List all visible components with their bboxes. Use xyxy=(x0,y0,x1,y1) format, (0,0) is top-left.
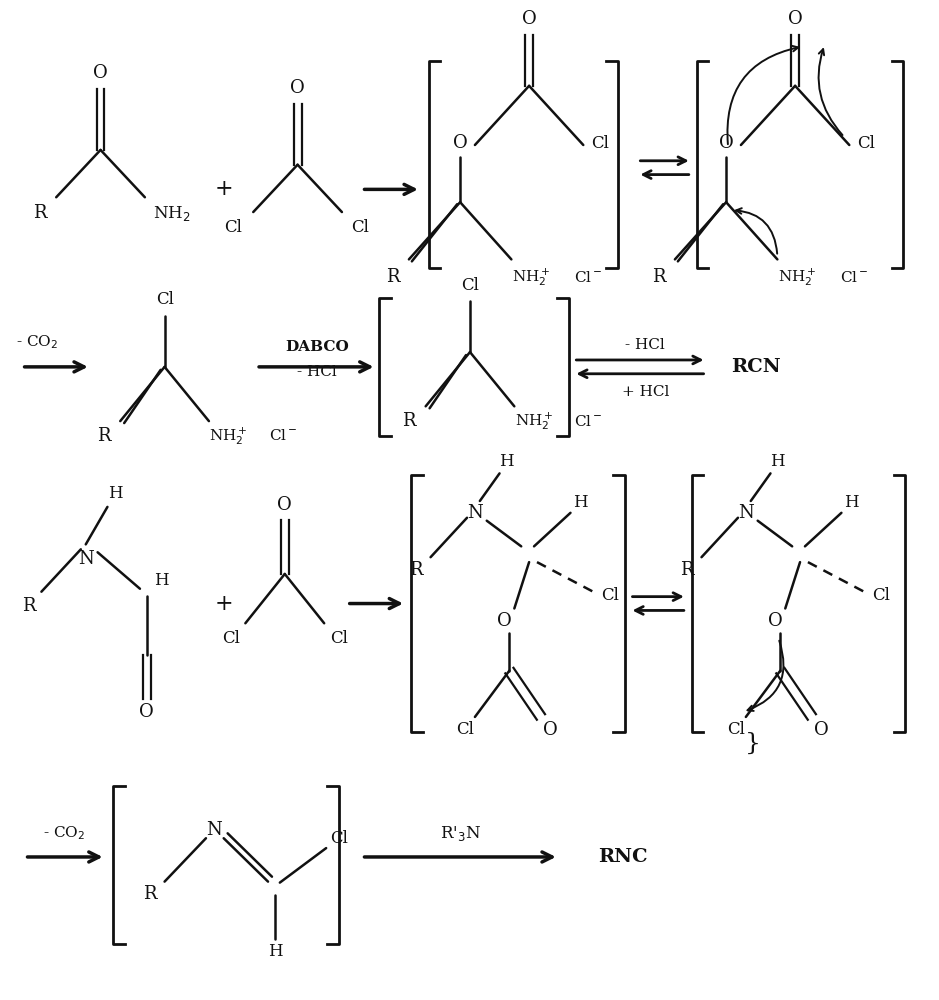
Text: Cl: Cl xyxy=(350,219,369,236)
Text: H: H xyxy=(770,453,785,470)
Text: N: N xyxy=(467,504,483,522)
Text: O: O xyxy=(544,721,558,739)
Text: R: R xyxy=(22,597,36,615)
Text: Cl: Cl xyxy=(222,630,239,647)
Text: Cl: Cl xyxy=(330,830,347,847)
Text: +: + xyxy=(214,178,233,200)
Text: N: N xyxy=(206,821,222,839)
Text: H: H xyxy=(573,494,588,511)
Text: - HCl: - HCl xyxy=(625,338,665,352)
Text: N: N xyxy=(78,550,94,568)
Text: R: R xyxy=(143,885,157,903)
Text: O: O xyxy=(497,612,512,630)
Text: Cl: Cl xyxy=(592,135,609,152)
Text: NH$_2^+$: NH$_2^+$ xyxy=(515,410,553,432)
Text: Cl: Cl xyxy=(857,135,875,152)
Text: DABCO: DABCO xyxy=(285,340,349,354)
Text: R: R xyxy=(33,204,46,222)
Text: Cl$^-$: Cl$^-$ xyxy=(840,270,869,285)
Text: +: + xyxy=(214,593,233,615)
Text: R: R xyxy=(386,268,400,286)
Text: Cl$^-$: Cl$^-$ xyxy=(574,414,603,429)
Text: H: H xyxy=(844,494,858,511)
Text: R: R xyxy=(402,412,416,430)
Text: R: R xyxy=(653,268,666,286)
Text: O: O xyxy=(768,612,783,630)
Text: - CO$_2$: - CO$_2$ xyxy=(16,333,57,351)
Text: + HCl: + HCl xyxy=(622,385,670,399)
Text: R: R xyxy=(97,427,110,445)
Text: H: H xyxy=(108,485,123,502)
Text: O: O xyxy=(718,134,733,152)
Text: O: O xyxy=(277,496,292,514)
Text: RCN: RCN xyxy=(731,358,780,376)
Text: H: H xyxy=(268,943,283,960)
Text: Cl: Cl xyxy=(601,587,619,604)
Text: Cl: Cl xyxy=(224,219,242,236)
Text: H: H xyxy=(154,572,169,589)
Text: RNC: RNC xyxy=(598,848,648,866)
Text: O: O xyxy=(93,64,108,82)
Text: Cl: Cl xyxy=(330,630,347,647)
Text: O: O xyxy=(140,703,154,721)
Text: Cl: Cl xyxy=(727,721,745,738)
Text: O: O xyxy=(814,721,829,739)
Text: R'$_3$N: R'$_3$N xyxy=(439,824,481,843)
Text: H: H xyxy=(500,453,514,470)
Text: Cl: Cl xyxy=(156,291,174,308)
Text: N: N xyxy=(738,504,754,522)
Text: NH$_2$: NH$_2$ xyxy=(153,204,191,223)
Text: Cl: Cl xyxy=(456,721,474,738)
Text: - HCl: - HCl xyxy=(298,365,337,379)
Text: NH$_2^+$: NH$_2^+$ xyxy=(512,266,550,288)
Text: O: O xyxy=(788,10,803,28)
Text: R: R xyxy=(680,561,694,579)
Text: Cl$^-$: Cl$^-$ xyxy=(574,270,603,285)
Text: O: O xyxy=(453,134,468,152)
Text: Cl$^-$: Cl$^-$ xyxy=(269,428,297,443)
Text: NH$_2^+$: NH$_2^+$ xyxy=(209,425,248,447)
Text: - CO$_2$: - CO$_2$ xyxy=(43,824,85,842)
Text: }: } xyxy=(745,732,761,755)
Text: Cl: Cl xyxy=(872,587,890,604)
Text: NH$_2^+$: NH$_2^+$ xyxy=(777,266,816,288)
Text: R: R xyxy=(409,561,423,579)
Text: Cl: Cl xyxy=(461,277,479,294)
Text: O: O xyxy=(522,10,536,28)
Text: O: O xyxy=(290,79,305,97)
